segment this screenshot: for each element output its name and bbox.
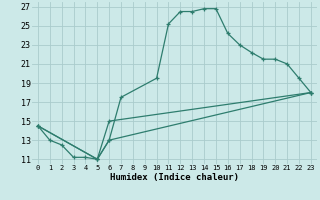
X-axis label: Humidex (Indice chaleur): Humidex (Indice chaleur): [110, 173, 239, 182]
